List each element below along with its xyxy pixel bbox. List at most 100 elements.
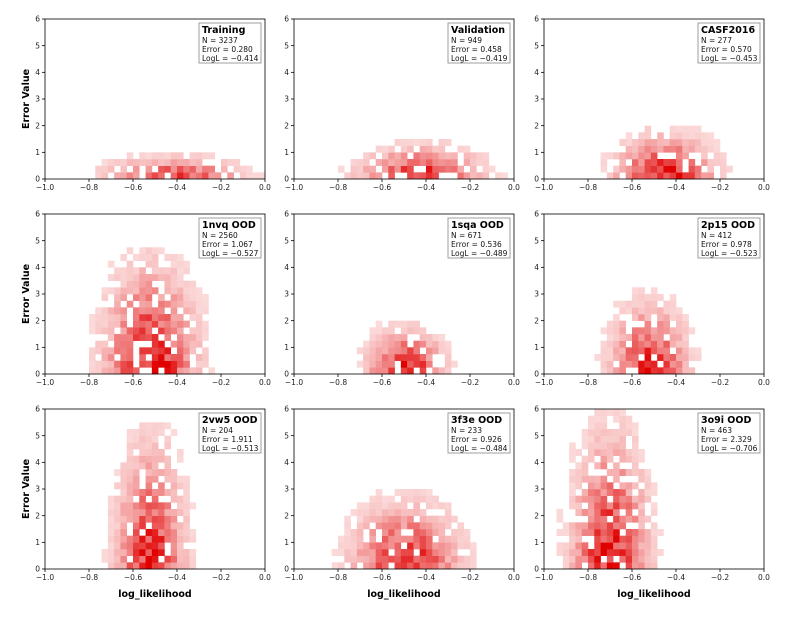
heatmap-cell	[151, 367, 159, 375]
heatmap-cell	[606, 522, 614, 530]
heatmap-cell	[189, 367, 197, 375]
heatmap-cell	[707, 165, 715, 173]
heatmap-cell	[101, 172, 109, 180]
heatmap-cell	[114, 555, 121, 563]
stats-line: Error = 0.458	[451, 45, 502, 54]
heatmap-cell	[120, 482, 128, 490]
heatmap-cell	[600, 340, 608, 348]
heatmap-cell	[625, 489, 633, 496]
heatmap-cell	[126, 549, 134, 556]
heatmap-cell	[183, 502, 190, 510]
heatmap-cell	[632, 145, 639, 153]
heatmap-cell	[619, 347, 627, 355]
heatmap-cell	[170, 165, 178, 173]
heatmap-cell	[151, 535, 159, 543]
heatmap-cell	[575, 462, 583, 470]
heatmap-cell	[170, 267, 178, 275]
heatmap-cell	[151, 247, 159, 255]
heatmap-cell	[438, 347, 446, 355]
heatmap-cell	[588, 475, 595, 483]
heatmap-cell	[107, 542, 115, 550]
y-tick-label: 2	[534, 316, 539, 325]
heatmap-cell	[619, 522, 627, 530]
heatmap-cell	[444, 555, 452, 563]
heatmap-cell	[619, 165, 627, 173]
stats-line: Error = 1.067	[202, 240, 253, 249]
heatmap-cell	[145, 334, 153, 341]
heatmap-cell	[221, 165, 228, 173]
x-tick-label: −0.2	[711, 378, 729, 387]
heatmap-cells	[331, 489, 477, 570]
y-tick-label: 0	[35, 370, 40, 379]
heatmap-cell	[189, 347, 197, 355]
heatmap-cell	[107, 165, 115, 173]
heatmap-cell	[375, 320, 383, 328]
heatmap-cell	[650, 334, 658, 341]
heatmap-cell	[363, 515, 370, 523]
heatmap-cell	[613, 449, 620, 456]
heatmap-cell	[145, 555, 153, 563]
y-tick-label: 0	[284, 370, 289, 379]
heatmap-cell	[369, 367, 377, 375]
heatmap-cell	[126, 482, 134, 490]
heatmap-cell	[413, 172, 421, 180]
heatmap-cell	[707, 139, 715, 146]
heatmap-cell	[581, 522, 589, 530]
heatmap-cell	[600, 562, 608, 570]
heatmap-cell	[438, 334, 446, 341]
heatmap-cell	[638, 334, 645, 341]
heatmap-cell	[356, 542, 364, 550]
heatmap-cell	[682, 334, 689, 341]
heatmap-cell	[650, 562, 658, 570]
heatmap-cell	[426, 347, 433, 355]
heatmap-cell	[363, 159, 370, 166]
heatmap-cell	[388, 340, 395, 348]
x-tick-label: −1.0	[36, 573, 54, 582]
heatmap-cell	[382, 549, 389, 556]
stats-line: N = 204	[202, 426, 233, 435]
heatmap-cell	[407, 347, 414, 355]
heatmap-cell	[151, 274, 159, 281]
heatmap-cell	[133, 442, 140, 450]
heatmap-cell	[682, 327, 689, 335]
heatmap-cell	[426, 562, 433, 570]
heatmap-cell	[606, 327, 614, 335]
heatmap-cell	[89, 367, 96, 375]
heatmap-cell	[120, 360, 128, 368]
heatmap-cell	[114, 515, 121, 523]
heatmap-cell	[419, 172, 427, 180]
x-tick-label: −1.0	[36, 183, 54, 192]
stats-box	[447, 412, 511, 454]
heatmap-cell	[438, 165, 446, 173]
heatmap-cell	[363, 542, 370, 550]
heatmap-cell	[562, 549, 570, 556]
heatmap-cell	[375, 509, 383, 516]
y-tick-label: 5	[35, 236, 40, 245]
heatmap-cell	[606, 449, 614, 456]
heatmap-cell	[394, 354, 402, 361]
heatmap-cell	[638, 562, 645, 570]
heatmap-cell	[419, 529, 427, 536]
stats-box	[198, 217, 262, 259]
heatmap-cell	[600, 422, 608, 430]
heatmap-cell	[382, 165, 389, 173]
heatmap-cell	[170, 294, 178, 301]
heatmap-cell	[133, 287, 140, 295]
heatmap-cell	[177, 522, 184, 530]
heatmap-cell	[638, 145, 645, 153]
heatmap-cells	[600, 125, 733, 180]
x-tick-label: −0.2	[711, 183, 729, 192]
heatmap-cell	[170, 482, 178, 490]
heatmap-cell	[663, 300, 671, 308]
heatmap-cell	[432, 515, 439, 523]
heatmap-cell	[657, 549, 664, 556]
heatmap-cell	[151, 429, 159, 436]
heatmap-cell	[569, 562, 576, 570]
heatmap-cell	[556, 549, 564, 556]
heatmap-cell	[625, 347, 633, 355]
heatmap-cell	[581, 442, 589, 450]
heatmap-cell	[588, 549, 595, 556]
heatmap-cell	[676, 360, 683, 368]
heatmap-cell	[133, 542, 140, 550]
